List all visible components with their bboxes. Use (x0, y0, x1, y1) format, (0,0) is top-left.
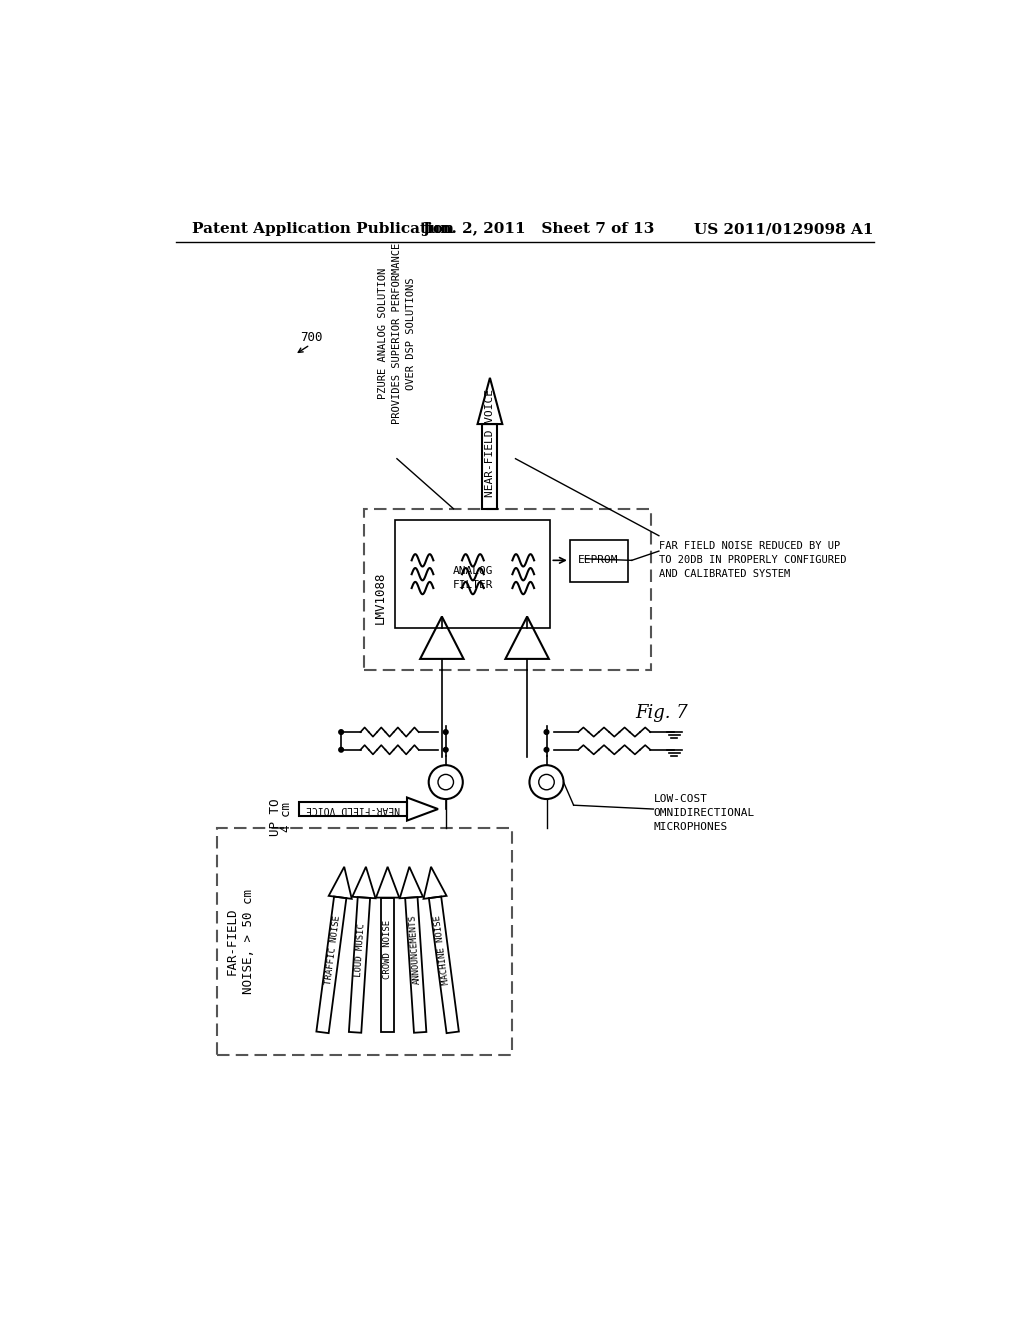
Text: US 2011/0129098 A1: US 2011/0129098 A1 (693, 222, 873, 236)
Text: FAR FIELD NOISE REDUCED BY UP
TO 20DB IN PROPERLY CONFIGURED
AND CALIBRATED SYST: FAR FIELD NOISE REDUCED BY UP TO 20DB IN… (658, 541, 847, 579)
Text: LOW-COST
OMNIDIRECTIONAL
MICROPHONES: LOW-COST OMNIDIRECTIONAL MICROPHONES (653, 793, 755, 832)
Text: TRAFFIC NOISE: TRAFFIC NOISE (325, 915, 342, 985)
Text: ANNOUNCEMENTS: ANNOUNCEMENTS (408, 915, 422, 985)
Bar (217, 829, 512, 1056)
Circle shape (443, 730, 449, 734)
Circle shape (339, 747, 343, 752)
Bar (299, 803, 407, 816)
Text: UP TO: UP TO (268, 799, 282, 836)
Text: PZURE ANALOG SOLUTION
PROVIDES SUPERIOR PERFORMANCE
OVER DSP SOLUTIONS: PZURE ANALOG SOLUTION PROVIDES SUPERIOR … (378, 243, 416, 424)
Text: CROWD NOISE: CROWD NOISE (383, 920, 392, 979)
Text: ANALOG
FILTER: ANALOG FILTER (453, 566, 494, 590)
Text: Fig. 7: Fig. 7 (636, 704, 688, 722)
Text: LMV1088: LMV1088 (374, 572, 386, 623)
Bar (482, 424, 498, 508)
Bar (365, 508, 651, 671)
Circle shape (443, 747, 449, 752)
Text: FAR-FIELD
NOISE, > 50 cm: FAR-FIELD NOISE, > 50 cm (225, 888, 255, 994)
Bar (395, 520, 550, 628)
Text: Patent Application Publication: Patent Application Publication (191, 222, 454, 236)
Text: Jun. 2, 2011   Sheet 7 of 13: Jun. 2, 2011 Sheet 7 of 13 (423, 222, 655, 236)
Text: LOUD MUSIC: LOUD MUSIC (354, 923, 367, 977)
Text: EEPROM: EEPROM (579, 556, 618, 565)
Text: NEAR-FIELD VOICE: NEAR-FIELD VOICE (485, 389, 495, 498)
Text: 4 cm: 4 cm (281, 801, 293, 832)
Circle shape (544, 747, 549, 752)
Text: 700: 700 (300, 330, 323, 343)
Bar (569, 540, 628, 582)
Circle shape (339, 730, 343, 734)
Text: NEAR-FIELD VOICE: NEAR-FIELD VOICE (306, 804, 399, 814)
Text: MACHINE NOISE: MACHINE NOISE (433, 915, 451, 985)
Circle shape (544, 730, 549, 734)
